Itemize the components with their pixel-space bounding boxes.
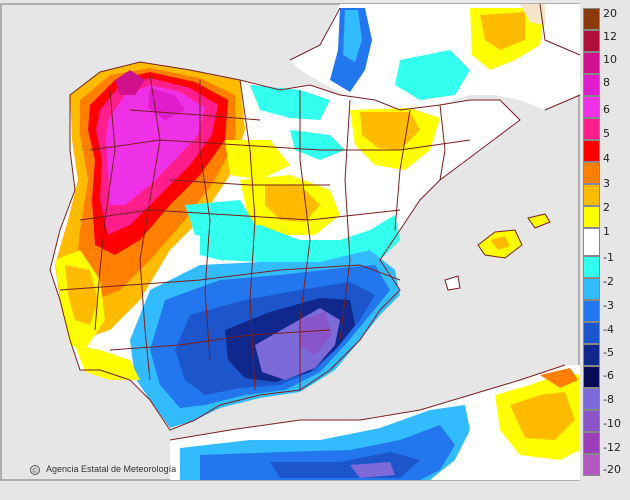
legend-label: -8 — [603, 393, 614, 406]
legend-label: 10 — [603, 53, 617, 66]
legend-label: 6 — [603, 103, 610, 116]
legend-swatch — [583, 206, 600, 228]
legend-label: -1 — [603, 251, 614, 264]
legend-swatch — [583, 74, 600, 96]
legend-swatch — [583, 30, 600, 52]
legend-label: -12 — [603, 441, 621, 454]
legend-swatch — [583, 52, 600, 74]
legend-label: 20 — [603, 7, 617, 20]
copyright-icon: © — [30, 465, 40, 475]
legend-label: 4 — [603, 152, 610, 165]
legend-swatch — [583, 184, 600, 206]
credit-text: Agencia Estatal de Meteorología — [46, 464, 177, 474]
france-region — [290, 4, 580, 110]
legend-swatch — [583, 322, 600, 344]
legend-swatch — [583, 162, 600, 184]
legend-swatch — [583, 388, 600, 410]
legend-label: -3 — [603, 299, 614, 312]
legend-swatch — [583, 228, 600, 256]
balearic-islands — [444, 213, 551, 291]
country-borders — [169, 3, 581, 441]
legend-label: -20 — [603, 463, 621, 476]
legend-swatch — [583, 300, 600, 322]
legend-swatch — [583, 8, 600, 30]
legend-swatch — [583, 278, 600, 300]
legend-label: 12 — [603, 30, 617, 43]
legend-label: -10 — [603, 417, 621, 430]
legend-label: 5 — [603, 127, 610, 140]
legend-swatch — [583, 410, 600, 432]
legend-swatch — [583, 118, 600, 140]
legend-label: 2 — [603, 201, 610, 214]
legend-swatch — [583, 344, 600, 366]
legend-label: -2 — [603, 275, 614, 288]
legend-swatch — [583, 256, 600, 278]
legend-swatch — [583, 454, 600, 476]
color-legend: 20 12 10 8 6 5 4 3 2 1 -1 -2 -3 -4 -5 -6… — [583, 8, 627, 476]
north-africa-region — [170, 365, 580, 480]
legend-label: -5 — [603, 346, 614, 359]
legend-label: -6 — [603, 369, 614, 382]
legend-swatch — [583, 432, 600, 454]
legend-label: 1 — [603, 225, 610, 238]
province-borders — [49, 61, 521, 431]
legend-swatch — [583, 366, 600, 388]
legend-label: -4 — [603, 323, 614, 336]
iberia-region — [50, 62, 520, 430]
legend-swatch — [583, 96, 600, 118]
legend-swatch — [583, 140, 600, 162]
legend-label: 3 — [603, 177, 610, 190]
aemet-logo: aemet — [498, 456, 554, 474]
legend-label: 8 — [603, 76, 610, 89]
